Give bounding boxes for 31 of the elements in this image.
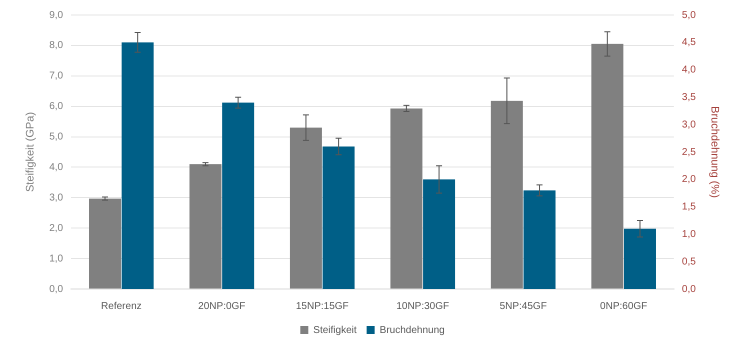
x-tick-label: 15NP:15GF [296,300,349,312]
y-tick-label: 9,0 [49,10,64,21]
y2-tick-label: 2,5 [682,146,696,158]
y-tick-label: 1,0 [49,253,64,264]
y2-tick-label: 5,0 [682,10,696,21]
y-tick-label: 4,0 [49,162,64,173]
y-tick-label: 0,0 [49,284,64,295]
y2-tick-label: 4,0 [682,64,696,76]
y-tick-label: 5,0 [49,132,64,143]
y2-tick-label: 2,0 [682,174,696,186]
y-tick-label: 8,0 [49,40,64,52]
y2-tick-label: 4,5 [682,37,696,48]
y2-tick-label: 0,5 [682,256,696,268]
y2-tick-label: 1,5 [682,202,696,213]
x-tick-label: Referenz [101,300,142,312]
y-axis-title: Steifigkeit (GPa) [24,112,37,192]
x-tick-label: 5NP:45GF [500,300,547,312]
x-tick-label: 0NP:60GF [600,300,648,312]
legend-label: Steifigkeit [313,324,357,336]
y-tick-label: 3,0 [49,192,64,204]
legend-label: Bruchdehnung [380,324,445,336]
y2-tick-label: 3,0 [682,119,696,130]
y-tick-label: 2,0 [49,222,64,234]
y2-axis-title: Bruchdehnung (%) [708,106,720,198]
y2-tick-label: 1,0 [682,228,696,240]
y2-tick-label: 3,5 [682,92,696,103]
y-tick-label: 7,0 [49,70,64,82]
y-tick-label: 6,0 [49,101,64,112]
x-tick-label: 20NP:0GF [198,300,246,312]
y2-tick-label: 0,0 [682,284,696,295]
x-tick-label: 10NP:30GF [396,300,450,312]
